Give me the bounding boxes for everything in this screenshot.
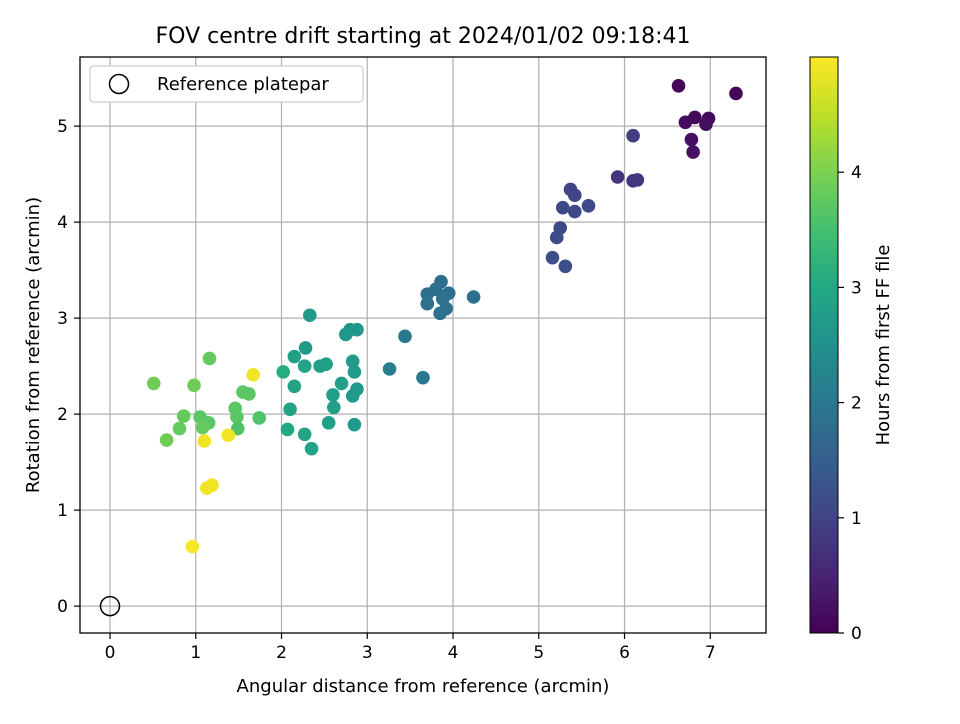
chart-title: FOV centre drift starting at 2024/01/02 … xyxy=(156,24,691,49)
colorbar-tick-label-1: 1 xyxy=(851,509,862,529)
data-point-63 xyxy=(176,409,191,423)
colorbar: 0 1 2 3 4 Hours from first FF file xyxy=(809,56,894,644)
y-tick-label-4: 4 xyxy=(57,213,68,233)
data-point-52 xyxy=(321,415,336,430)
data-point-66 xyxy=(252,411,267,425)
data-point-42 xyxy=(297,359,312,373)
data-point-59 xyxy=(187,378,201,393)
data-point-27 xyxy=(420,296,435,311)
data-point-69 xyxy=(172,421,187,436)
data-point-19 xyxy=(545,250,560,265)
y-axis-label: Rotation from reference (arcmin) xyxy=(23,197,44,493)
data-point-39 xyxy=(345,354,360,369)
y-tick-label-5: 5 xyxy=(57,117,68,137)
data-point-43 xyxy=(347,365,362,379)
data-point-44 xyxy=(276,365,291,379)
legend-box xyxy=(89,65,364,103)
x-tick-label-5: 5 xyxy=(533,643,544,663)
y-axis-ticks: 0 1 2 3 4 5 xyxy=(57,117,80,617)
data-point-8 xyxy=(626,128,640,143)
data-point-51 xyxy=(283,402,297,417)
data-point-72 xyxy=(246,367,261,382)
data-point-15 xyxy=(555,200,570,215)
data-point-48 xyxy=(326,388,340,402)
data-point-46 xyxy=(287,379,302,394)
data-point-7 xyxy=(686,145,700,159)
legend: Reference platepar xyxy=(89,65,364,103)
data-point-32 xyxy=(416,370,430,385)
x-tick-label-3: 3 xyxy=(362,643,373,663)
data-point-33 xyxy=(303,308,317,323)
colorbar-gradient xyxy=(809,56,839,634)
data-point-30 xyxy=(398,329,412,344)
x-tick-label-1: 1 xyxy=(190,643,201,663)
data-point-53 xyxy=(347,417,362,432)
data-point-77 xyxy=(185,539,200,554)
data-point-20 xyxy=(558,259,573,274)
data-point-76 xyxy=(200,481,214,495)
data-point-54 xyxy=(280,422,295,437)
colorbar-ticks: 0 1 2 3 4 xyxy=(838,163,862,644)
data-point-45 xyxy=(334,376,349,391)
data-point-25 xyxy=(466,290,481,304)
colorbar-tick-label-2: 2 xyxy=(851,394,862,414)
colorbar-tick-label-4: 4 xyxy=(851,163,862,183)
data-point-16 xyxy=(567,204,582,219)
data-points xyxy=(146,79,743,554)
data-point-14 xyxy=(581,199,596,213)
x-tick-label-7: 7 xyxy=(705,643,716,663)
data-point-0 xyxy=(671,79,686,93)
data-point-57 xyxy=(202,351,217,366)
data-point-37 xyxy=(298,341,313,355)
reference-point xyxy=(99,595,121,617)
data-point-50 xyxy=(327,400,341,415)
data-point-49 xyxy=(345,389,360,403)
legend-reference-marker xyxy=(108,73,130,95)
data-point-35 xyxy=(350,322,364,337)
data-point-58 xyxy=(146,376,161,391)
data-point-6 xyxy=(684,132,699,147)
data-point-38 xyxy=(287,349,302,364)
data-point-1 xyxy=(729,86,743,101)
data-point-9 xyxy=(610,170,625,184)
data-point-41 xyxy=(313,359,327,373)
x-tick-label-6: 6 xyxy=(619,643,630,663)
x-tick-label-2: 2 xyxy=(276,643,287,663)
colorbar-label: Hours from first FF file xyxy=(873,245,894,446)
data-point-13 xyxy=(567,188,582,203)
data-point-36 xyxy=(339,327,353,342)
plot-frame xyxy=(79,56,767,634)
y-tick-label-3: 3 xyxy=(57,309,68,329)
data-point-70 xyxy=(230,421,245,436)
legend-reference-label: Reference platepar xyxy=(157,74,329,95)
data-point-73 xyxy=(221,428,236,443)
data-point-61 xyxy=(242,387,256,401)
data-point-18 xyxy=(549,230,564,245)
y-tick-label-2: 2 xyxy=(57,405,68,425)
y-tick-label-0: 0 xyxy=(57,597,68,617)
data-point-55 xyxy=(297,427,312,442)
reference-marker xyxy=(99,595,121,617)
data-point-4 xyxy=(678,115,693,130)
data-point-29 xyxy=(433,306,447,321)
x-tick-label-0: 0 xyxy=(105,643,116,663)
x-tick-label-4: 4 xyxy=(448,643,459,663)
data-point-71 xyxy=(159,433,174,447)
data-point-11 xyxy=(630,173,645,187)
data-point-65 xyxy=(230,410,244,424)
data-point-5 xyxy=(699,117,713,131)
colorbar-tick-label-3: 3 xyxy=(851,278,862,298)
x-axis-ticks: 0 1 2 3 4 5 6 7 xyxy=(105,633,716,663)
data-point-31 xyxy=(382,362,397,376)
colorbar-tick-label-0: 0 xyxy=(851,624,862,644)
y-tick-label-1: 1 xyxy=(57,501,68,521)
data-point-68 xyxy=(195,420,210,435)
grid-lines xyxy=(80,57,766,633)
data-point-56 xyxy=(304,441,319,456)
data-point-23 xyxy=(420,287,435,301)
x-axis-label: Angular distance from reference (arcmin) xyxy=(237,676,610,697)
data-point-74 xyxy=(197,434,212,448)
